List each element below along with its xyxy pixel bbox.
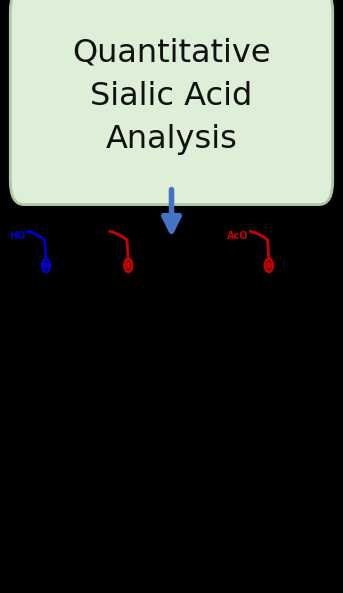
Circle shape (268, 263, 270, 268)
Text: AcO: AcO (227, 231, 249, 241)
Text: Quantitative
Sialic Acid
Analysis: Quantitative Sialic Acid Analysis (72, 38, 271, 155)
FancyBboxPatch shape (10, 0, 333, 205)
Circle shape (127, 263, 130, 268)
Text: HO: HO (9, 231, 26, 241)
Circle shape (45, 263, 47, 268)
